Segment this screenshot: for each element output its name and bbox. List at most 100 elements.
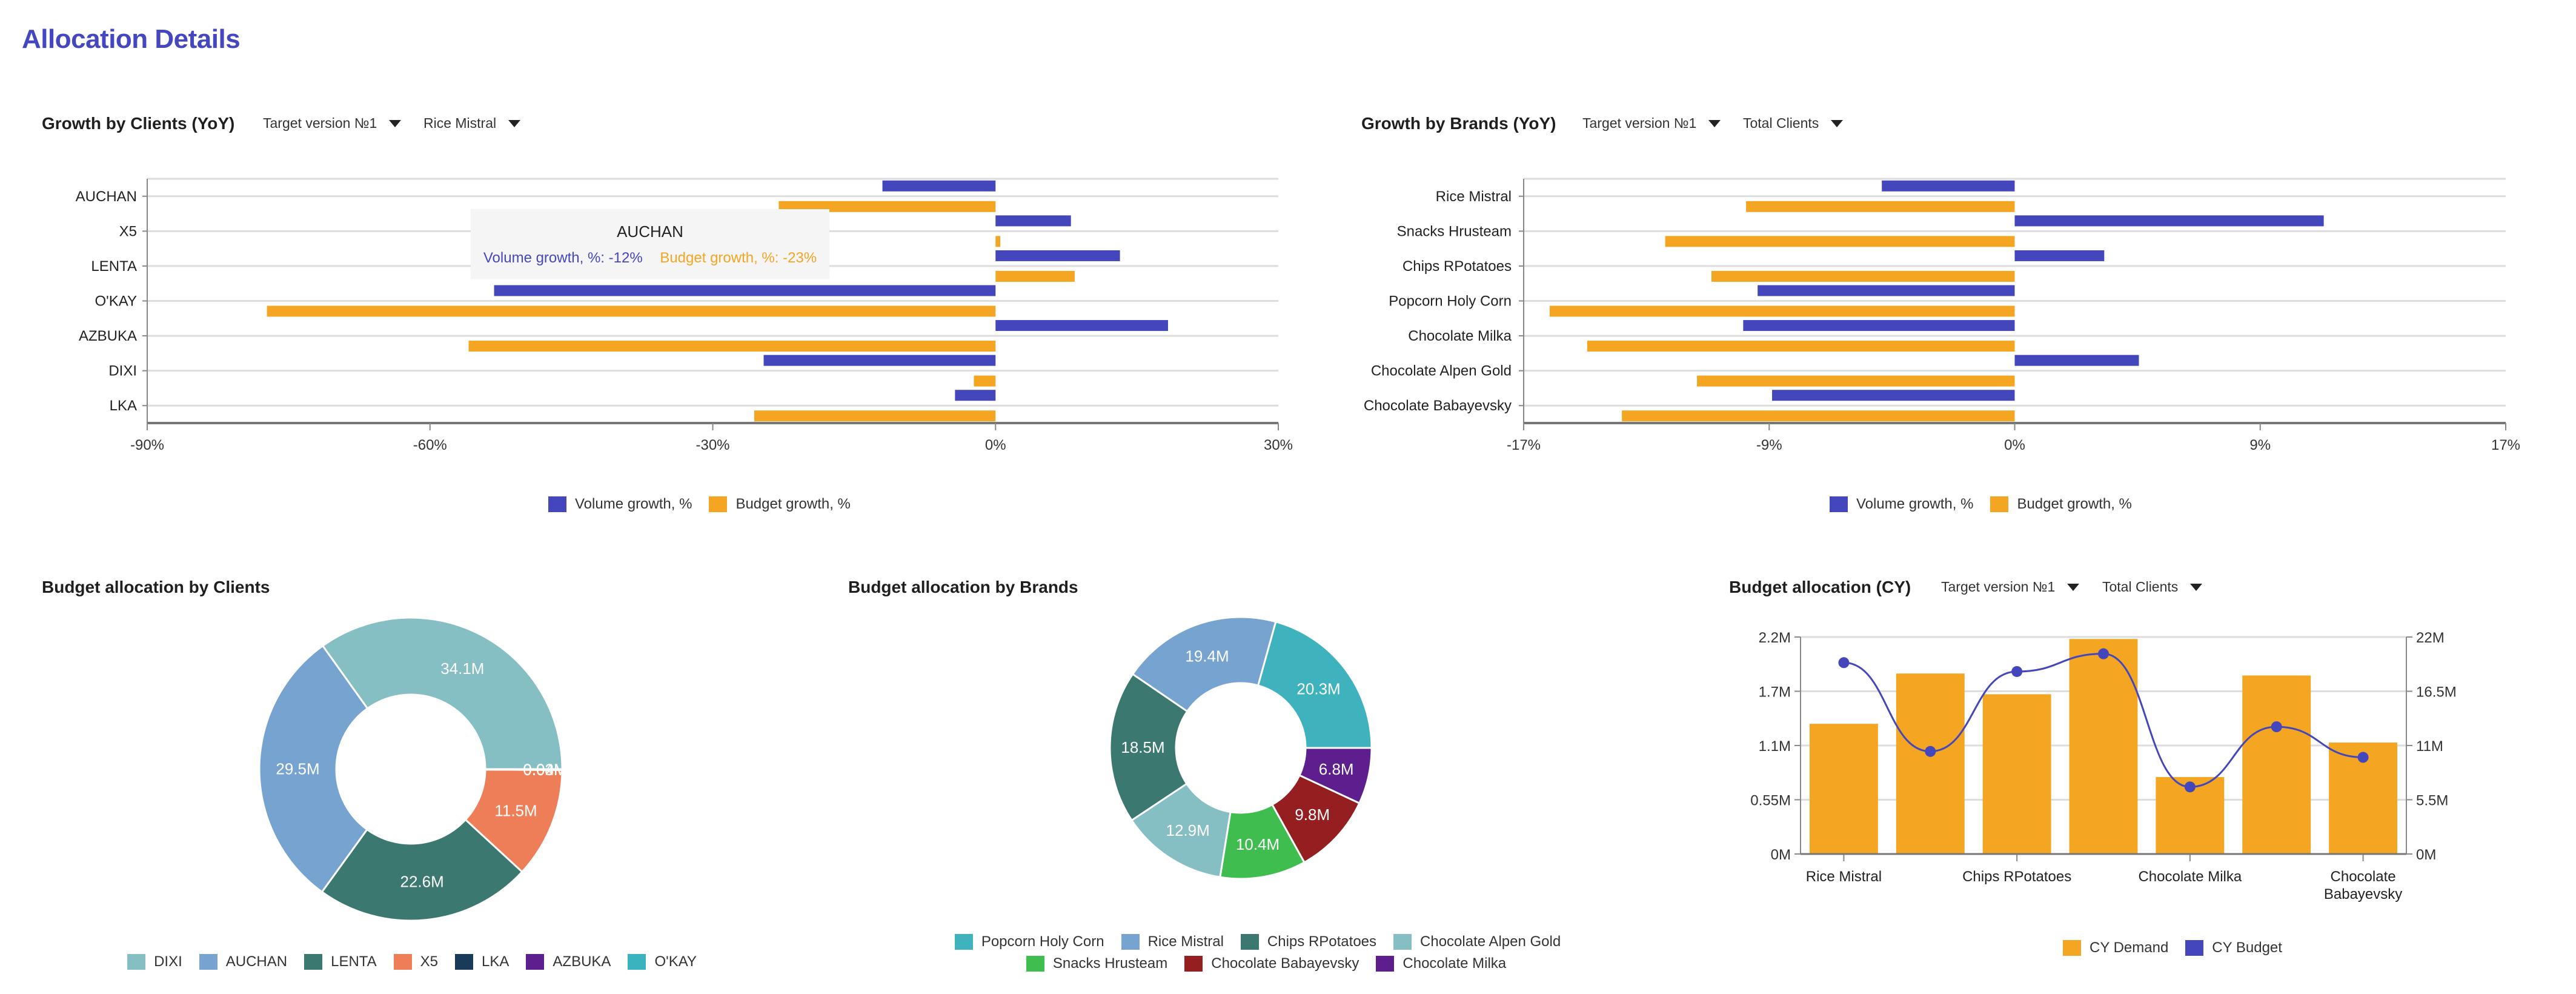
volume-bar <box>882 180 996 192</box>
volume-bar <box>995 320 1168 332</box>
legend-item[interactable]: AZBUKA <box>526 953 611 970</box>
volume-bar <box>2014 215 2324 227</box>
legend-item[interactable]: X5 <box>393 953 439 970</box>
legend-label: Budget growth, % <box>735 496 851 512</box>
y-right-tick-label: 22M <box>2416 630 2445 646</box>
legend-item[interactable]: CY Demand <box>2063 939 2168 956</box>
tooltip-volume-value: Volume growth, %: -12% <box>483 250 643 266</box>
legend-item[interactable]: LKA <box>455 953 509 970</box>
category-label: Chocolate Milka <box>1408 328 1512 344</box>
legend-item[interactable]: CY Budget <box>2185 939 2282 956</box>
legend-label: Chocolate Alpen Gold <box>1420 933 1561 950</box>
legend-item[interactable]: Volume growth, % <box>1830 496 1973 513</box>
legend-item[interactable]: O'KAY <box>628 953 697 970</box>
growth-clients-brand-dropdown[interactable]: Rice Mistral <box>423 115 521 132</box>
alloc-clients-title: Budget allocation by Clients <box>42 578 270 596</box>
growth-brands-version-dropdown[interactable]: Target version №1 <box>1582 115 1721 132</box>
x-category-label: Chocolate Milka <box>2138 869 2242 885</box>
x-tick-label: -9% <box>1756 437 1782 453</box>
legend-item[interactable]: Chocolate Babayevsky <box>1184 955 1359 972</box>
alloc-cy-title: Budget allocation (CY) <box>1729 578 1911 596</box>
tooltip-title: AUCHAN <box>617 222 683 241</box>
y-left-tick-label: 2.2M <box>1759 630 1791 646</box>
legend-item[interactable]: Volume growth, % <box>548 496 692 513</box>
legend-item[interactable]: AUCHAN <box>199 953 287 970</box>
legend-label: O'KAY <box>654 953 697 970</box>
category-label: AZBUKA <box>79 328 137 344</box>
legend-swatch <box>1393 934 1412 950</box>
caret-down-icon <box>2067 583 2080 591</box>
growth-clients-legend: Volume growth, % Budget growth, % <box>548 496 851 513</box>
legend-label: CY Demand <box>2090 939 2169 956</box>
slice-label: 6.8M <box>1319 760 1354 778</box>
x-tick-label: -30% <box>695 437 729 453</box>
legend-item[interactable]: LENTA <box>304 953 377 970</box>
legend-label: Rice Mistral <box>1147 933 1224 950</box>
y-left-tick-label: 1.1M <box>1759 738 1791 755</box>
dropdown-label: Total Clients <box>1743 115 1819 131</box>
legend-swatch <box>1026 956 1044 972</box>
legend-label: CY Budget <box>2212 939 2282 956</box>
budget-bar <box>778 201 996 212</box>
volume-bar <box>494 285 996 296</box>
pie-slice <box>484 768 563 771</box>
legend-swatch <box>526 954 545 970</box>
slice-label: 12.9M <box>1166 821 1209 839</box>
category-label: DIXI <box>108 363 137 379</box>
volume-bar <box>1743 320 2015 332</box>
category-label: Snacks Hrusteam <box>1397 223 1512 239</box>
growth-clients-title: Growth by Clients (YoY) <box>42 114 235 133</box>
legend-item[interactable]: Budget growth, % <box>1990 496 2132 513</box>
legend-swatch <box>199 954 217 970</box>
pie-slice <box>1131 616 1277 713</box>
category-label: Chocolate Babayevsky <box>1364 398 1512 414</box>
x-tick-label: 17% <box>2491 437 2520 453</box>
legend-item[interactable]: Rice Mistral <box>1121 933 1224 950</box>
legend-label: Chocolate Babayevsky <box>1211 955 1359 972</box>
budget-bar <box>1587 341 2015 352</box>
x-category-label: Chips RPotatoes <box>1962 869 2071 885</box>
budget-bar <box>1665 236 2015 247</box>
budget-point <box>2271 721 2282 733</box>
slice-label: 0.04M <box>523 760 566 778</box>
budget-point <box>2011 665 2023 677</box>
legend-item[interactable]: Chocolate Milka <box>1376 955 1506 972</box>
legend-item[interactable]: Chips RPotatoes <box>1240 933 1376 950</box>
volume-bar <box>995 215 1071 227</box>
pie-slice <box>321 616 563 770</box>
legend-item[interactable]: Snacks Hrusteam <box>1026 955 1167 972</box>
growth-brands-client-dropdown[interactable]: Total Clients <box>1743 115 1844 132</box>
legend-item[interactable]: Budget growth, % <box>709 496 851 513</box>
slice-label: 19.4M <box>1185 647 1229 665</box>
dropdown-label: Target version №1 <box>1941 579 2056 595</box>
x-tick-label: -60% <box>413 437 447 453</box>
growth-clients-version-dropdown[interactable]: Target version №1 <box>263 115 402 132</box>
pie-slice <box>320 818 523 922</box>
budget-point <box>2098 648 2109 659</box>
growth-brands-chart: Rice Mistral Snacks Hrusteam Chips RPotato… <box>1364 178 2520 453</box>
volume-bar <box>2014 355 2139 366</box>
slice-label: 29.5M <box>276 759 319 778</box>
x-tick-label: 30% <box>1264 437 1293 453</box>
legend-label: X5 <box>420 953 439 970</box>
legend-item[interactable]: Popcorn Holy Corn <box>954 933 1104 950</box>
y-right-tick-label: 11M <box>2416 738 2443 755</box>
alloc-cy-legend: CY Demand CY Budget <box>2063 939 2282 956</box>
legend-label: LKA <box>482 953 510 970</box>
y-left-tick-label: 0M <box>1771 847 1791 863</box>
slice-label: 10.4M <box>1236 835 1280 853</box>
budget-point <box>1838 657 1850 669</box>
budget-bar <box>1697 375 2015 387</box>
dropdown-label: Total Clients <box>2102 579 2179 595</box>
alloc-cy-chart: 0M 0M 0.55M 5.5M 1.1M 11M 1.7M 16.5M 2.2M 22M Rice… <box>1750 630 2456 902</box>
legend-swatch <box>1376 956 1395 972</box>
demand-bar <box>1896 673 1965 854</box>
legend-item[interactable]: DIXI <box>127 953 182 970</box>
legend-item[interactable]: Chocolate Alpen Gold <box>1393 933 1561 950</box>
page-title: Allocation Details <box>22 24 241 54</box>
growth-brands-title: Growth by Brands (YoY) <box>1361 114 1556 133</box>
alloc-clients-legend: DIXI AUCHAN LENTA X5 LKA AZBUKA O'KAY <box>97 953 727 970</box>
alloc-cy-version-dropdown[interactable]: Target version №1 <box>1941 579 2080 595</box>
alloc-cy-client-dropdown[interactable]: Total Clients <box>2102 579 2203 595</box>
